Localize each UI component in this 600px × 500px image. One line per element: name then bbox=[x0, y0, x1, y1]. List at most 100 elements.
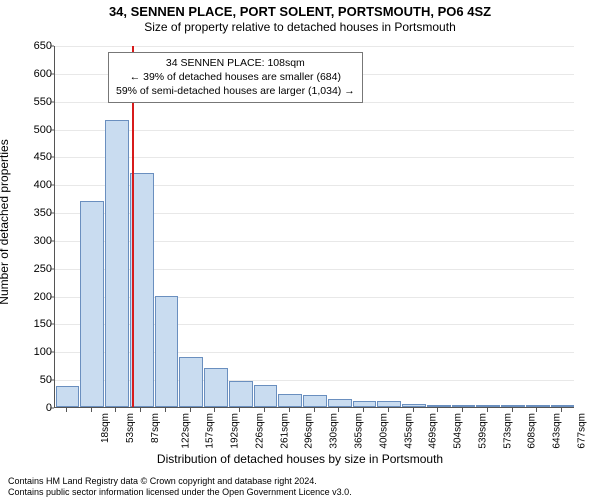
y-tick-label: 300 bbox=[10, 235, 52, 247]
x-tick-mark bbox=[165, 408, 166, 412]
x-tick-mark bbox=[140, 408, 141, 412]
histogram-bar bbox=[56, 386, 80, 407]
y-tick-label: 650 bbox=[10, 40, 52, 52]
histogram-bar bbox=[229, 381, 253, 407]
histogram-bar bbox=[80, 201, 104, 407]
x-tick-label: 504sqm bbox=[453, 413, 464, 449]
y-tick-label: 250 bbox=[10, 263, 52, 275]
y-tick-label: 150 bbox=[10, 318, 52, 330]
histogram-bar bbox=[427, 405, 451, 407]
x-tick-mark bbox=[314, 408, 315, 412]
credits-line: Contains public sector information licen… bbox=[8, 487, 352, 498]
x-tick-label: 400sqm bbox=[378, 413, 389, 449]
histogram-bar bbox=[179, 357, 203, 407]
chart-title: 34, SENNEN PLACE, PORT SOLENT, PORTSMOUT… bbox=[0, 4, 600, 19]
y-tick-label: 500 bbox=[10, 124, 52, 136]
x-tick-label: 365sqm bbox=[354, 413, 365, 449]
infobox-line: ← 39% of detached houses are smaller (68… bbox=[116, 70, 355, 84]
x-tick-mark bbox=[388, 408, 389, 412]
x-tick-mark bbox=[190, 408, 191, 412]
infobox-line: 59% of semi-detached houses are larger (… bbox=[116, 84, 355, 98]
x-tick-label: 157sqm bbox=[205, 413, 216, 449]
y-tick-mark bbox=[50, 324, 54, 325]
y-tick-label: 550 bbox=[10, 96, 52, 108]
y-tick-mark bbox=[50, 185, 54, 186]
histogram-bar bbox=[204, 368, 228, 407]
infobox-line: 34 SENNEN PLACE: 108sqm bbox=[116, 56, 355, 70]
y-tick-label: 50 bbox=[10, 374, 52, 386]
histogram-bar bbox=[377, 401, 401, 407]
marker-infobox: 34 SENNEN PLACE: 108sqm ← 39% of detache… bbox=[108, 52, 363, 103]
x-tick-mark bbox=[413, 408, 414, 412]
x-tick-label: 435sqm bbox=[403, 413, 414, 449]
histogram-bar bbox=[105, 120, 129, 407]
y-tick-mark bbox=[50, 129, 54, 130]
chart-subtitle: Size of property relative to detached ho… bbox=[0, 20, 600, 34]
histogram-bar bbox=[328, 399, 352, 407]
x-tick-mark bbox=[437, 408, 438, 412]
x-tick-label: 53sqm bbox=[125, 413, 136, 443]
y-tick-label: 350 bbox=[10, 207, 52, 219]
x-tick-mark bbox=[561, 408, 562, 412]
credits-line: Contains HM Land Registry data © Crown c… bbox=[8, 476, 352, 487]
x-tick-label: 469sqm bbox=[428, 413, 439, 449]
y-tick-mark bbox=[50, 352, 54, 353]
x-axis-label: Distribution of detached houses by size … bbox=[0, 452, 600, 466]
x-tick-mark bbox=[363, 408, 364, 412]
y-tick-mark bbox=[50, 268, 54, 269]
x-tick-label: 122sqm bbox=[180, 413, 191, 449]
y-tick-mark bbox=[50, 157, 54, 158]
y-tick-label: 600 bbox=[10, 68, 52, 80]
x-tick-mark bbox=[115, 408, 116, 412]
x-tick-label: 643sqm bbox=[552, 413, 563, 449]
histogram-bar bbox=[278, 394, 302, 407]
x-tick-label: 608sqm bbox=[527, 413, 538, 449]
x-tick-label: 18sqm bbox=[100, 413, 111, 443]
x-tick-mark bbox=[338, 408, 339, 412]
x-tick-label: 226sqm bbox=[255, 413, 266, 449]
x-tick-label: 539sqm bbox=[477, 413, 488, 449]
x-tick-mark bbox=[462, 408, 463, 412]
x-tick-mark bbox=[289, 408, 290, 412]
x-tick-label: 87sqm bbox=[150, 413, 161, 443]
x-tick-label: 261sqm bbox=[279, 413, 290, 449]
x-tick-mark bbox=[214, 408, 215, 412]
histogram-bar bbox=[526, 405, 550, 407]
x-tick-mark bbox=[66, 408, 67, 412]
x-tick-mark bbox=[91, 408, 92, 412]
y-tick-label: 450 bbox=[10, 151, 52, 163]
x-tick-label: 330sqm bbox=[329, 413, 340, 449]
y-axis-label: Number of detached properties bbox=[0, 139, 11, 304]
histogram-bar bbox=[501, 405, 525, 407]
credits: Contains HM Land Registry data © Crown c… bbox=[8, 476, 352, 499]
y-tick-mark bbox=[50, 73, 54, 74]
y-tick-mark bbox=[50, 380, 54, 381]
y-tick-mark bbox=[50, 296, 54, 297]
histogram-bar bbox=[476, 405, 500, 407]
y-tick-label: 400 bbox=[10, 179, 52, 191]
y-tick-label: 200 bbox=[10, 291, 52, 303]
x-tick-mark bbox=[536, 408, 537, 412]
x-tick-mark bbox=[239, 408, 240, 412]
histogram-bar bbox=[254, 385, 278, 407]
histogram-bar bbox=[402, 404, 426, 407]
y-tick-mark bbox=[50, 213, 54, 214]
histogram-bar bbox=[452, 405, 476, 407]
x-tick-label: 192sqm bbox=[230, 413, 241, 449]
y-tick-mark bbox=[50, 46, 54, 47]
y-tick-label: 0 bbox=[10, 402, 52, 414]
y-tick-mark bbox=[50, 408, 54, 409]
histogram-bar bbox=[155, 296, 179, 407]
y-tick-mark bbox=[50, 240, 54, 241]
x-tick-mark bbox=[512, 408, 513, 412]
x-tick-label: 573sqm bbox=[502, 413, 513, 449]
x-tick-mark bbox=[487, 408, 488, 412]
x-tick-mark bbox=[264, 408, 265, 412]
x-tick-label: 677sqm bbox=[576, 413, 587, 449]
chart-container: 34, SENNEN PLACE, PORT SOLENT, PORTSMOUT… bbox=[0, 0, 600, 500]
y-tick-mark bbox=[50, 101, 54, 102]
histogram-bar bbox=[353, 401, 377, 407]
y-tick-label: 100 bbox=[10, 346, 52, 358]
histogram-bar bbox=[303, 395, 327, 407]
histogram-bar bbox=[551, 405, 575, 407]
